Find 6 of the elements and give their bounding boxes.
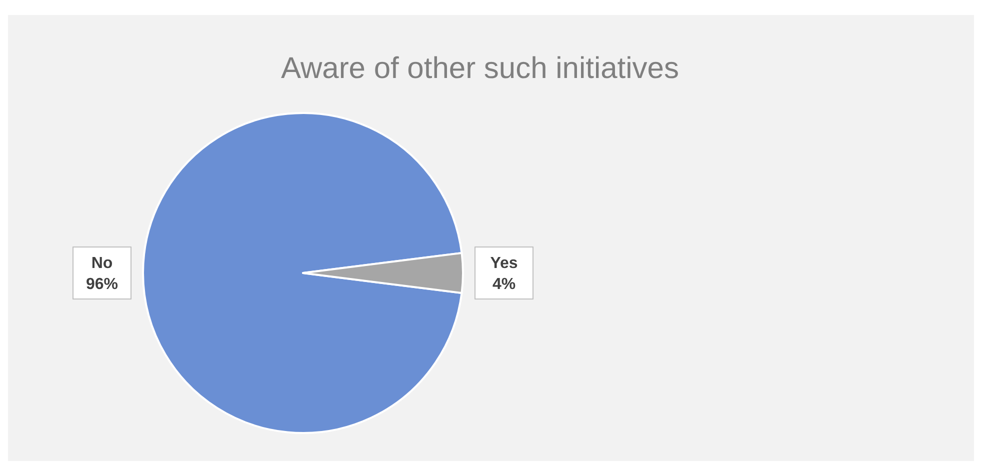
data-label: 4% xyxy=(492,276,516,293)
slice-label: Yes xyxy=(490,255,518,272)
pie-slice xyxy=(142,112,463,434)
data-label: 96% xyxy=(86,276,118,293)
chart-title: Aware of other such initiatives xyxy=(281,52,679,85)
slice-label: No xyxy=(91,255,113,272)
